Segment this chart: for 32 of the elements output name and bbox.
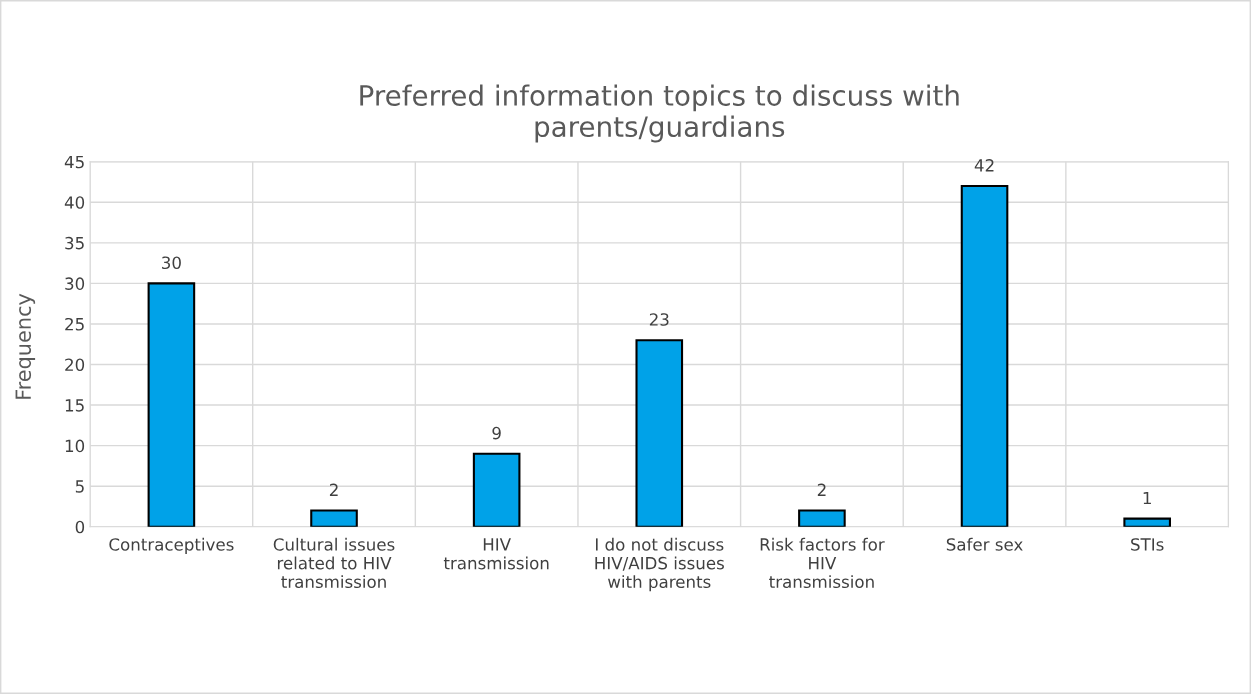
y-tick-label: 15 [65,399,84,412]
data-label: 1 [1143,491,1151,505]
y-tick-label: 40 [64,196,85,209]
y-tick-label: 10 [65,439,85,453]
bar [960,185,1009,527]
data-label: 2 [329,483,338,496]
bar [472,452,521,527]
y-tick-label: 25 [65,317,84,331]
x-tick-label: STIs [1131,538,1164,551]
y-tick-label: 30 [65,277,85,290]
x-tick-label: Safer sex [946,537,1023,551]
data-label: 2 [817,483,826,496]
x-tick-label: I do not discuss HIV/AIDS issues with parents [595,537,724,592]
data-label: 9 [492,426,501,440]
bar [635,339,684,527]
y-tick-label: 20 [65,358,85,372]
y-tick-label: 45 [64,155,84,169]
data-label: 30 [162,256,181,270]
bar [147,282,196,527]
x-tick-label: Risk factors for HIV transmission [760,537,885,589]
x-tick-label: Contraceptives [109,537,234,554]
data-label: 42 [974,159,994,172]
bar [798,509,846,527]
y-axis-title: Frequency [15,293,36,399]
x-tick-label: Cultural issues related to HIV transmission [273,537,395,589]
bar [310,509,358,527]
data-label: 23 [649,313,669,326]
y-tick-label: 5 [75,480,84,493]
x-tick-label: HIV transmission [443,538,549,570]
y-tick-label: 0 [75,520,85,534]
chart-title: Preferred information topics to discuss with parents/guardians [360,84,959,143]
y-tick-label: 35 [65,236,84,250]
